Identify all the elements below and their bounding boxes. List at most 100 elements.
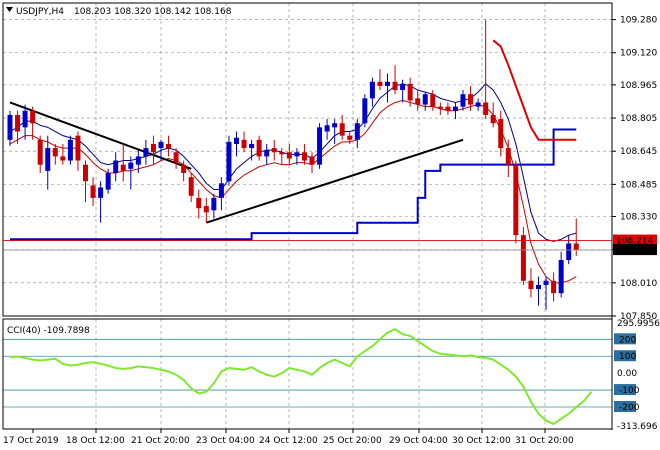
candle (188, 172, 194, 202)
candle-body (150, 143, 156, 153)
candle (105, 168, 111, 194)
candle (513, 160, 519, 244)
candle-body (551, 280, 557, 294)
candle (286, 143, 292, 165)
candle-body (347, 135, 353, 140)
candle-body (105, 172, 111, 190)
candle (445, 102, 451, 115)
candle-body (234, 137, 239, 144)
candle-body (158, 141, 164, 149)
cci-tick-label: 295.9956 (617, 319, 660, 329)
candle-body (324, 125, 330, 132)
candle (45, 135, 51, 190)
indicator-line-1 (9, 99, 577, 284)
candle (415, 90, 421, 111)
candle-body (520, 235, 526, 281)
time-tick-label: 23 Oct 04:00 (196, 436, 255, 446)
candle-body (7, 114, 13, 140)
candle (317, 123, 323, 169)
candle-body (166, 143, 172, 149)
time-tick-label: 17 Oct 2019 (3, 436, 59, 446)
candle-body (317, 127, 323, 165)
candle (143, 139, 149, 165)
candle (528, 268, 534, 298)
candle (83, 160, 88, 202)
candle-body (566, 243, 572, 261)
time-tick-label: 30 Oct 12:00 (452, 436, 511, 446)
candle (158, 139, 164, 161)
candle-body (211, 197, 217, 211)
main-panel-frame (2, 2, 613, 317)
candle (437, 102, 443, 115)
candle-body (52, 148, 58, 157)
candle-body (437, 106, 443, 109)
candle (271, 139, 277, 161)
candle (60, 143, 66, 165)
candle-body (468, 94, 474, 105)
price-axis-labels: 109.280 109.120 108.965 108.805 108.645 108.4… (612, 16, 657, 322)
candle (203, 197, 209, 223)
candle-body (445, 106, 451, 111)
price-tag-box (613, 234, 657, 246)
candle-body (536, 284, 541, 290)
candle-body (37, 139, 43, 165)
candle-body (475, 102, 481, 107)
candle-body (339, 123, 345, 136)
cci-level-tag (614, 401, 636, 412)
time-tick-label: 29 Oct 04:00 (389, 436, 448, 446)
candle (30, 106, 36, 140)
cci-grid (3, 319, 612, 429)
candle-body (218, 183, 224, 198)
cci-line-group (9, 328, 593, 426)
candle-body (45, 148, 51, 171)
candle (7, 110, 13, 147)
candle (551, 272, 557, 302)
candle (422, 92, 428, 111)
cci-panel-frame (2, 318, 613, 430)
indicator-lines (9, 39, 577, 284)
candle (52, 143, 58, 165)
candle-body (203, 206, 209, 213)
candle (196, 189, 202, 219)
candle (37, 135, 43, 173)
price-tag-label: 108.214 (616, 237, 653, 247)
candle (460, 90, 466, 111)
collapse-arrow-icon[interactable] (6, 7, 13, 12)
candle (520, 226, 526, 285)
cci-tick-label: 0.00 (617, 369, 637, 379)
candle (369, 77, 375, 107)
candle-body (120, 164, 126, 171)
candle-body (385, 81, 390, 86)
candle (67, 135, 73, 165)
indicator-line-3 (492, 39, 577, 141)
price-tag-box (613, 244, 657, 256)
candle (490, 102, 496, 128)
candle-body (60, 156, 66, 161)
candle (430, 90, 436, 111)
candle-body (90, 185, 96, 198)
cci-tick-label: -100 (619, 386, 640, 396)
candle-body (271, 148, 277, 153)
candle (347, 131, 353, 144)
candle-body (558, 260, 564, 294)
candle (332, 119, 338, 144)
time-tick-label: 24 Oct 12:00 (259, 436, 318, 446)
candle-body (505, 148, 511, 165)
candle (90, 177, 96, 207)
candle (98, 181, 104, 223)
candle (113, 152, 119, 182)
trendline-0 (9, 101, 192, 170)
candle (173, 148, 179, 169)
price-tick-label: 108.965 (620, 81, 657, 91)
candle-body (362, 98, 368, 124)
indicator-line-2 (10, 128, 577, 241)
candle-body (30, 110, 36, 124)
candle (339, 114, 345, 140)
price-tag-label: 108.168 (616, 246, 653, 256)
time-tick-label: 25 Oct 20:00 (323, 436, 382, 446)
candle-body (67, 139, 73, 161)
candle (241, 131, 247, 153)
time-axis-labels: 17 Oct 2019 18 Oct 12:00 21 Oct 20:00 23 Oc… (3, 429, 574, 446)
cci-label: CCI(40) -109.7898 (7, 326, 90, 336)
